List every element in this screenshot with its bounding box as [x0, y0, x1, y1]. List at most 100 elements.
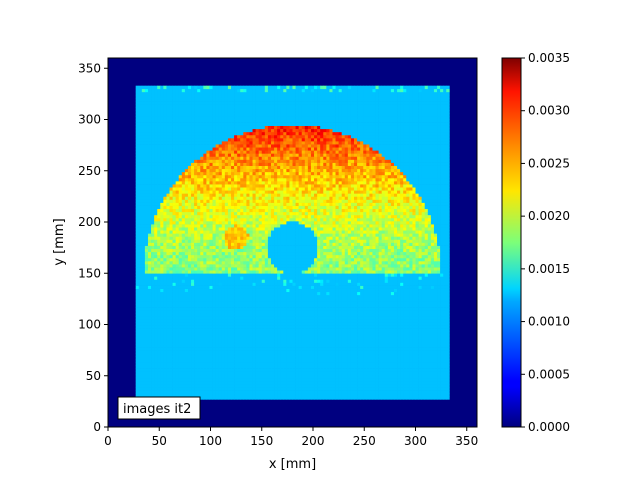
heatmap-cell	[166, 353, 170, 357]
heatmap-cell	[360, 267, 364, 271]
heatmap-cell	[154, 254, 158, 259]
heatmap-cell	[375, 365, 379, 369]
heatmap-cell	[323, 350, 327, 354]
heatmap-cell	[151, 310, 155, 314]
heatmap-cell	[274, 254, 278, 259]
heatmap-cell	[237, 383, 241, 388]
heatmap-cell	[221, 291, 226, 296]
heatmap-cell	[310, 251, 315, 256]
heatmap-cell	[440, 319, 444, 323]
heatmap-cell	[412, 377, 416, 382]
heatmap-cell	[366, 365, 370, 369]
heatmap-cell	[252, 331, 256, 336]
heatmap-cell	[283, 288, 287, 293]
heatmap-cell	[317, 356, 321, 360]
heatmap-cell	[151, 390, 155, 394]
heatmap-cell	[412, 371, 416, 376]
heatmap-cell	[317, 350, 321, 354]
heatmap-cell	[363, 340, 367, 345]
heatmap-cell	[347, 294, 352, 299]
heatmap-cell	[191, 273, 195, 277]
heatmap-cell	[304, 331, 309, 336]
heatmap-cell	[227, 297, 232, 302]
heatmap-cell	[304, 285, 309, 289]
heatmap-cell	[415, 359, 419, 363]
heatmap-cell	[418, 390, 422, 394]
heatmap-cell	[178, 353, 183, 357]
heatmap-cell	[197, 328, 201, 333]
heatmap-cell	[418, 310, 422, 314]
heatmap-cell	[175, 353, 180, 357]
heatmap-cell	[375, 288, 379, 293]
heatmap-cell	[323, 347, 327, 351]
heatmap-cell	[350, 282, 355, 286]
heatmap-cell	[289, 267, 293, 271]
heatmap-cell	[415, 383, 419, 388]
heatmap-cell	[234, 285, 238, 289]
heatmap-cell	[378, 254, 383, 259]
heatmap-cell	[237, 254, 241, 259]
heatmap-cell	[354, 319, 358, 323]
heatmap-cell	[415, 282, 419, 286]
heatmap-cell	[363, 337, 367, 342]
heatmap-cell	[212, 297, 216, 302]
heatmap-cell	[323, 257, 327, 262]
heatmap-cell	[403, 350, 407, 354]
heatmap-cell	[397, 294, 401, 299]
heatmap-cell	[157, 359, 161, 363]
heatmap-cell	[354, 343, 358, 348]
heatmap-cell	[277, 273, 281, 277]
heatmap-cell	[160, 340, 164, 345]
heatmap-cell	[338, 316, 343, 320]
heatmap-cell	[387, 359, 392, 363]
heatmap-cell	[163, 267, 167, 271]
heatmap-cell	[286, 331, 290, 336]
heatmap-cell	[323, 300, 327, 305]
heatmap-cell	[203, 347, 207, 351]
heatmap-cell	[267, 307, 272, 311]
heatmap-cell	[234, 334, 238, 339]
heatmap-cell	[261, 300, 266, 305]
heatmap-cell	[144, 343, 149, 348]
heatmap-cell	[194, 300, 198, 305]
heatmap-cell	[446, 334, 450, 339]
heatmap-cell	[440, 267, 444, 271]
heatmap-cell	[427, 356, 432, 360]
heatmap-cell	[270, 340, 275, 345]
heatmap-cell	[215, 257, 220, 262]
heatmap-cell	[178, 297, 183, 302]
heatmap-cell	[440, 347, 444, 351]
heatmap-cell	[433, 350, 438, 354]
heatmap-cell	[243, 260, 247, 265]
heatmap-cell	[166, 383, 170, 388]
heatmap-cell	[191, 300, 195, 305]
heatmap-cell	[166, 257, 170, 262]
heatmap-cell	[240, 396, 244, 400]
heatmap-cell	[184, 350, 189, 354]
heatmap-cell	[264, 282, 269, 286]
heatmap-cell	[430, 279, 435, 283]
heatmap-cell	[289, 254, 293, 259]
heatmap-cell	[424, 371, 429, 376]
heatmap-cell	[283, 328, 287, 333]
heatmap-cell	[421, 362, 426, 366]
heatmap-cell	[393, 325, 398, 329]
heatmap-cell	[252, 288, 256, 293]
heatmap-cell	[384, 383, 389, 388]
heatmap-cell	[138, 307, 143, 311]
heatmap-cell	[270, 294, 275, 299]
heatmap-cell	[157, 328, 161, 333]
heatmap-cell	[292, 288, 296, 293]
heatmap-cell	[406, 331, 410, 336]
heatmap-cell	[212, 331, 216, 336]
heatmap-cell	[218, 374, 223, 379]
heatmap-cell	[301, 288, 306, 293]
heatmap-cell	[187, 347, 192, 351]
heatmap-cell	[157, 304, 161, 308]
heatmap-cell	[314, 264, 318, 268]
heatmap-cell	[446, 307, 450, 311]
heatmap-cell	[286, 362, 290, 366]
heatmap-cell	[200, 279, 204, 283]
heatmap-cell	[344, 383, 349, 388]
heatmap-cell	[400, 396, 404, 400]
